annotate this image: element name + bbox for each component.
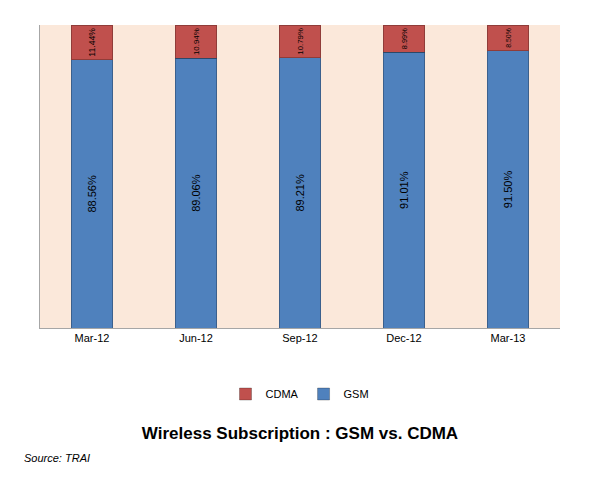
svg-text:11.44%: 11.44% [87,28,97,57]
svg-text:Mar-12: Mar-12 [75,332,110,344]
svg-text:Dec-12: Dec-12 [386,332,421,344]
svg-text:91.01%: 91.01% [398,171,410,209]
svg-text:CDMA: CDMA [266,388,299,400]
svg-text:Jun-12: Jun-12 [179,332,213,344]
svg-text:Source: TRAI: Source: TRAI [24,452,90,464]
svg-text:91.50%: 91.50% [502,171,514,209]
svg-text:10.94%: 10.94% [192,28,201,55]
svg-text:89.06%: 89.06% [190,174,202,212]
svg-text:GSM: GSM [344,388,369,400]
svg-text:89.21%: 89.21% [294,174,306,212]
svg-text:8.50%: 8.50% [505,28,512,48]
svg-text:10.79%: 10.79% [296,28,305,55]
svg-text:Wireless Subscription : GSM vs: Wireless Subscription : GSM vs. CDMA [142,424,458,443]
svg-text:88.56%: 88.56% [86,175,98,213]
svg-text:Mar-13: Mar-13 [491,332,526,344]
svg-text:8.99%: 8.99% [400,28,409,49]
svg-text:Sep-12: Sep-12 [282,332,317,344]
